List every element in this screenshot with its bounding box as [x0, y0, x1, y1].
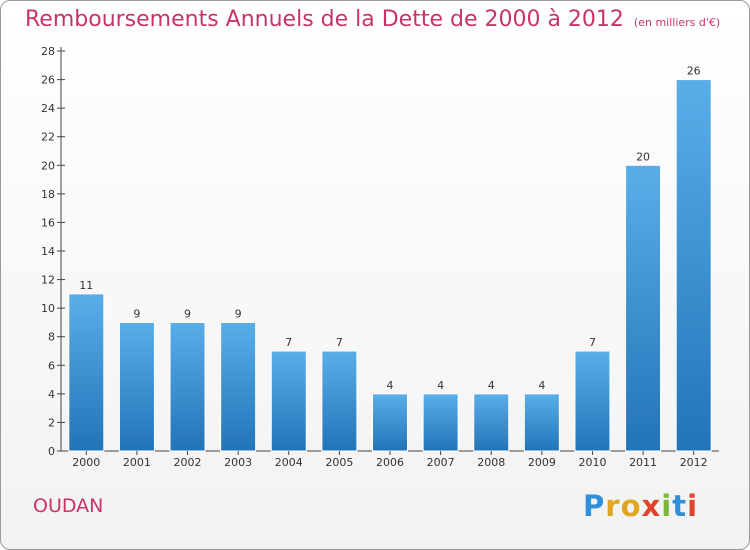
data-label: 11	[79, 279, 93, 292]
logo-letter: P	[583, 489, 606, 523]
logo-letter: r	[605, 489, 621, 523]
data-label: 4	[538, 379, 545, 392]
y-tick-label: 2	[48, 416, 55, 429]
x-tick-label: 2004	[275, 456, 303, 469]
bar	[473, 393, 510, 452]
y-tick-label: 10	[41, 302, 55, 315]
y-tick-label: 20	[41, 159, 55, 172]
y-tick-label: 24	[41, 102, 55, 115]
x-tick-label: 2010	[578, 456, 606, 469]
bar	[675, 79, 712, 452]
data-label: 20	[636, 150, 650, 163]
data-label: 4	[437, 379, 444, 392]
data-label: 7	[336, 336, 343, 349]
x-tick-label: 2008	[477, 456, 505, 469]
y-tick-label: 26	[41, 74, 55, 87]
bar	[220, 321, 257, 452]
bar	[118, 321, 155, 452]
logo-letter: o	[620, 489, 642, 523]
data-label: 26	[687, 65, 701, 78]
y-tick-label: 16	[41, 216, 55, 229]
y-tick-label: 8	[48, 331, 55, 344]
chart-title: Remboursements Annuels de la Dette de 20…	[25, 7, 720, 32]
y-tick-label: 12	[41, 274, 55, 287]
data-label: 9	[235, 307, 242, 320]
unit-note: (en milliers d'€)	[633, 16, 721, 29]
logo-letter: t	[672, 489, 688, 523]
x-tick-label: 2012	[680, 456, 708, 469]
x-tick-label: 2009	[528, 456, 556, 469]
title-text: Remboursements Annuels de la Dette de 20…	[25, 7, 624, 32]
y-tick-label: 22	[41, 131, 55, 144]
x-tick-label: 2011	[629, 456, 657, 469]
x-tick-label: 2003	[224, 456, 252, 469]
data-label: 4	[387, 379, 394, 392]
x-tick-label: 2005	[325, 456, 353, 469]
data-label: 7	[285, 336, 292, 349]
y-tick-label: 0	[48, 445, 55, 458]
x-tick-label: 2007	[427, 456, 455, 469]
logo-letter: i	[661, 489, 673, 523]
y-tick-label: 14	[41, 245, 55, 258]
x-tick-label: 2001	[123, 456, 151, 469]
bar	[523, 393, 560, 452]
data-label: 9	[184, 307, 191, 320]
logo-letter: i	[687, 489, 699, 523]
bar	[625, 164, 662, 452]
bar	[169, 321, 206, 452]
data-label: 7	[589, 336, 596, 349]
proxiti-logo: Proxiti	[583, 489, 698, 523]
x-tick-label: 2006	[376, 456, 404, 469]
y-tick-label: 18	[41, 188, 55, 201]
bar	[68, 293, 105, 452]
x-tick-label: 2002	[174, 456, 202, 469]
commune-name: OUDAN	[33, 495, 104, 517]
bar	[422, 393, 459, 452]
logo-letter: x	[641, 489, 662, 523]
y-tick-label: 28	[41, 45, 55, 58]
y-tick-label: 6	[48, 359, 55, 372]
y-tick-label: 4	[48, 388, 55, 401]
data-label: 9	[133, 307, 140, 320]
data-label: 4	[488, 379, 495, 392]
bar	[270, 350, 307, 452]
bar	[574, 350, 611, 452]
bar	[372, 393, 408, 452]
x-tick-label: 2000	[72, 456, 100, 469]
bar	[321, 350, 358, 452]
